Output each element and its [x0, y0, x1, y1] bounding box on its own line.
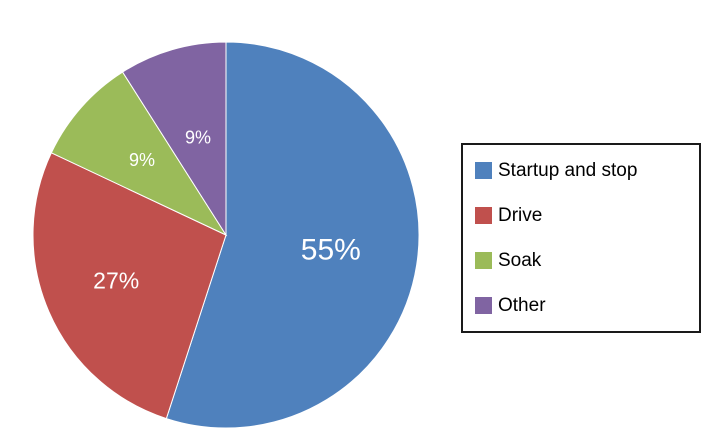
- legend-item: Drive: [475, 206, 687, 225]
- pie-slice-soak: [50, 71, 228, 237]
- legend-label: Other: [498, 295, 546, 316]
- slice-label: 27%: [93, 268, 139, 294]
- legend-item: Soak: [475, 251, 687, 270]
- legend: Startup and stop Drive Soak Other: [461, 143, 701, 333]
- legend-swatch: [475, 207, 492, 224]
- slice-label: 55%: [301, 234, 361, 267]
- legend-swatch: [475, 162, 492, 179]
- pie-slice-startup-and-stop: [165, 41, 420, 429]
- pie-slice-other: [121, 41, 227, 237]
- legend-item: Startup and stop: [475, 161, 687, 180]
- legend-swatch: [475, 297, 492, 314]
- legend-label: Startup and stop: [498, 160, 638, 181]
- slice-label: 9%: [185, 127, 211, 147]
- slice-label: 9%: [129, 150, 155, 170]
- legend-label: Soak: [498, 250, 542, 271]
- legend-item: Other: [475, 296, 687, 315]
- legend-label: Drive: [498, 205, 543, 226]
- legend-swatch: [475, 252, 492, 269]
- pie-slice-drive: [32, 152, 227, 420]
